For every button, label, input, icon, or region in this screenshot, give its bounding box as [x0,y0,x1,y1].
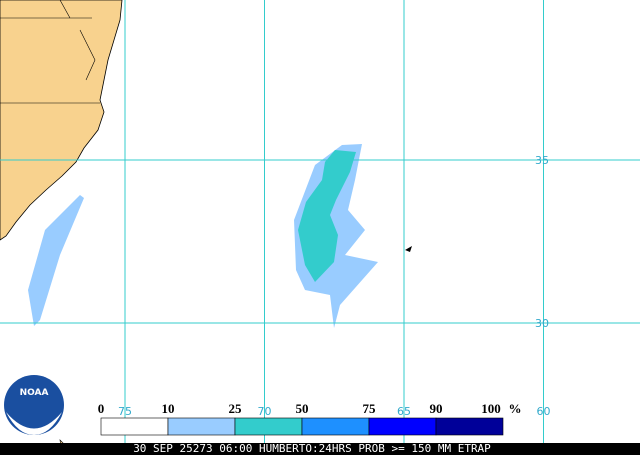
legend-label: 0 [98,401,105,416]
logo-text: NOAA [20,388,49,398]
footer-bar [0,443,640,455]
legend-unit: % [509,401,522,416]
legend-swatch [234,417,303,436]
longitude-label: 60 [537,405,551,418]
footer-text: 30 SEP 25273 06:00 HUMBERTO:24HRS PROB >… [133,442,491,455]
legend-label: 25 [229,401,243,416]
latitude-label: 30 [535,317,549,330]
legend-swatch [167,417,236,436]
legend-label: 50 [296,401,309,416]
legend-swatch [301,417,370,436]
legend-label: 100 [481,401,501,416]
probability-areas [28,144,412,328]
noaa-logo: NOAA [4,375,64,435]
legend-swatch [435,417,504,436]
legend-swatch [100,417,169,436]
longitude-label: 70 [258,405,272,418]
latitude-label: 35 [535,154,549,167]
longitude-label: 65 [397,405,411,418]
legend-label: 75 [363,401,377,416]
longitude-label: 75 [118,405,132,418]
legend-label: 10 [162,401,175,416]
legend-label: 90 [430,401,443,416]
legend-swatch [368,417,437,436]
